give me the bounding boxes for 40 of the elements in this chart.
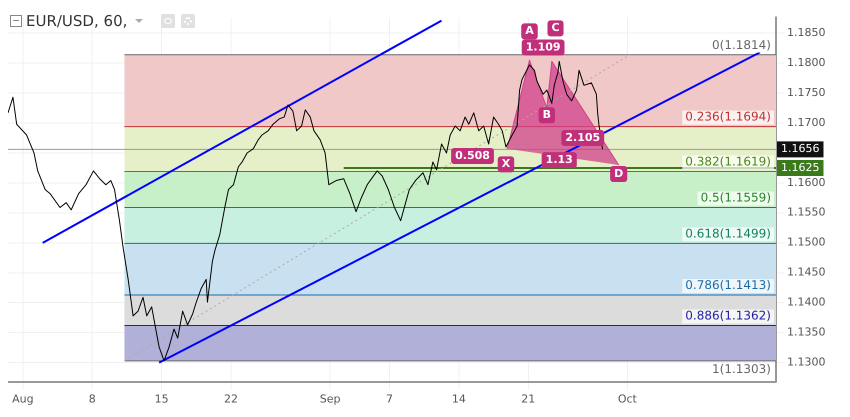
x-tick-label: 7 [386,392,394,406]
y-tick-label: 1.1750 [787,86,826,99]
x-tick-label: Sep [320,392,340,406]
ref-line-label: 0.886(1.1362) [685,308,771,323]
ref-line-label: 0.5(1.1559) [700,190,771,205]
annotation: 0.508 [455,148,490,162]
y-tick-label: 1.1850 [787,26,826,40]
ref-line-label: 0.382(1.1619) [685,154,771,169]
ref-line-label: 1(1.1303) [712,362,771,376]
y-tick-label: 1.1300 [787,355,826,368]
x-tick-label: 21 [521,392,536,406]
ref-line-label: 1.1656 [781,142,820,156]
x-tick-label: 22 [224,392,238,406]
series-label: 1.1625 [781,160,820,174]
ref-line-label: 0.786(1.1413) [685,278,771,292]
x-tick-label: 15 [154,392,169,406]
y-tick-label: 1.1700 [787,116,826,129]
y-tick-label: 1.1450 [787,266,826,279]
y-tick-label: 1.1550 [787,206,826,219]
annotation: X [502,157,511,170]
x-tick-label: 14 [452,392,466,406]
annotation: C [551,21,560,34]
ref-line-label: 0.236(1.1694) [685,110,771,124]
ref-line-label: 0(1.1814) [712,38,771,52]
y-tick-label: 1.1800 [787,56,826,69]
x-tick-label: Aug [12,392,34,406]
annotation: 1.13 [546,153,573,166]
annotation: B [542,108,552,122]
y-tick-label: 1.1500 [787,236,826,249]
x-tick-label: 8 [88,392,96,406]
chart-title: EUR/USD, 60, [26,12,128,30]
ref-line-label: 0.618(1.1499) [685,226,771,241]
annotation: 1.109 [526,40,561,54]
annotation: 2.105 [565,130,600,144]
x-tick-label: Oct [618,392,638,406]
annotation: D [614,166,624,180]
y-tick-label: 1.1400 [787,296,826,309]
annotation: A [525,24,534,38]
y-tick-label: 1.1350 [787,326,826,339]
y-tick-label: 1.1600 [787,176,826,189]
